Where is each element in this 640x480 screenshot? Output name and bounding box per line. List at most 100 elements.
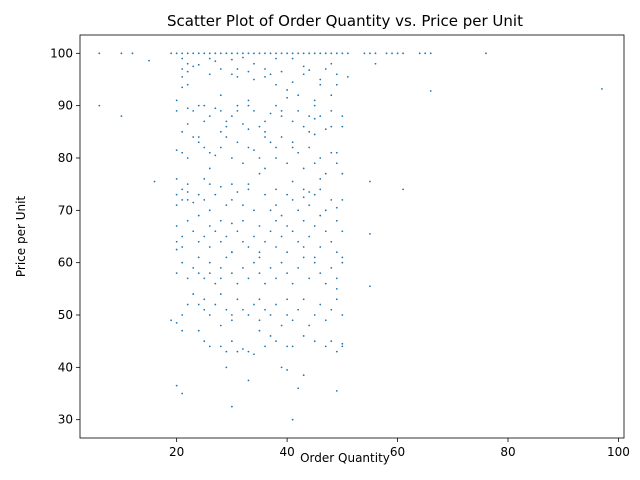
data-point [253,303,255,306]
y-tick-label: 30 [58,413,73,427]
x-axis: 20 40 60 80 100 [169,438,630,459]
data-point [429,90,432,92]
data-point [242,123,244,125]
data-point [258,256,261,259]
data-point [98,52,101,55]
data-point [341,125,344,128]
data-point [324,319,327,322]
data-point [302,246,305,248]
data-point [335,151,338,154]
data-point [363,52,366,55]
data-point [230,198,233,201]
data-point [319,272,322,275]
data-point [302,298,305,301]
data-point [253,261,255,264]
data-point [402,52,404,55]
data-point [258,251,261,254]
data-point [208,225,211,227]
data-point [242,240,244,243]
data-point [297,109,300,112]
data-point [186,157,189,159]
data-point [308,204,311,206]
data-point [170,52,173,55]
data-point [186,277,189,280]
data-point [297,209,300,212]
data-point [219,94,222,97]
data-point [208,73,211,76]
data-point [275,104,277,107]
data-point [341,314,344,316]
data-point [341,52,344,55]
data-point [308,235,311,238]
data-point [330,62,333,65]
data-point [181,52,184,55]
data-point [291,282,294,285]
data-point [330,240,333,243]
data-point [247,128,250,131]
data-point [186,191,189,193]
data-point [269,335,272,337]
data-point [313,162,316,165]
data-point [286,96,289,99]
data-point [286,298,289,301]
data-point [269,230,272,233]
x-axis-label: Order Quantity [300,451,390,465]
data-point [236,282,239,285]
data-point [269,73,272,76]
data-point [319,188,322,191]
data-point [203,308,206,311]
data-point [319,78,322,81]
y-tick-label: 40 [58,360,73,374]
data-point [214,154,217,157]
data-point [247,52,250,55]
data-point [330,267,333,269]
data-point [313,99,316,102]
data-point [319,178,322,180]
data-point [308,324,311,327]
x-tick-label: 80 [500,445,515,459]
data-point [230,405,233,408]
data-point [181,314,184,316]
data-point [280,115,283,118]
data-point [208,167,211,170]
data-point [302,196,305,199]
data-point [219,130,222,133]
data-point [286,369,289,371]
data-point [225,204,228,206]
data-point [330,198,333,201]
data-point [181,246,184,248]
y-tick-label: 50 [58,308,73,322]
y-tick-label: 80 [58,151,73,165]
data-point [264,130,266,133]
data-point [286,272,289,275]
data-point [264,193,266,196]
y-tick-label: 60 [58,256,73,270]
chart-title: Scatter Plot of Order Quantity vs. Price… [167,12,523,30]
data-point [313,225,316,227]
data-point [253,235,255,238]
data-point [335,350,338,353]
data-point [208,57,211,60]
data-point [230,222,233,225]
data-point [225,256,228,259]
data-point [385,52,388,55]
data-point [219,240,222,243]
data-point [269,52,272,55]
data-point [181,151,184,154]
data-point [242,162,244,165]
data-point [203,340,206,343]
data-point [214,230,217,233]
data-point [192,136,195,138]
data-point [258,125,261,128]
data-point [341,345,344,348]
data-point [324,230,327,233]
data-point [369,180,371,183]
data-point [341,230,344,233]
data-point [280,70,283,73]
data-point [297,267,300,269]
data-point [242,267,244,269]
data-point [297,240,300,243]
data-point [197,214,200,217]
data-point [335,251,338,254]
data-point [258,272,261,275]
